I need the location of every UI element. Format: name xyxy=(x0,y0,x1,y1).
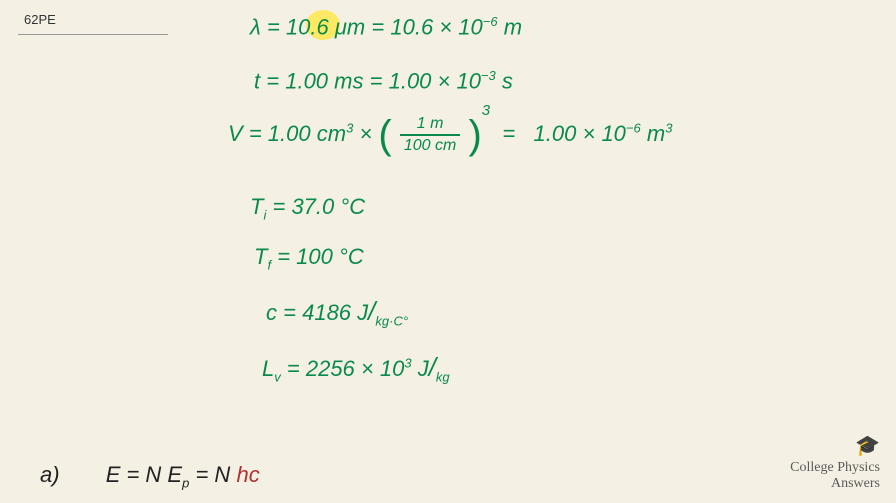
part-a-line: a) E = N Ep = N hc xyxy=(40,462,260,490)
equals: = xyxy=(287,356,306,381)
tf-sub: f xyxy=(267,257,271,272)
v-val2: 1.00 × 10 xyxy=(534,121,626,146)
c-lhs: c xyxy=(266,300,277,325)
eq-volume: V = 1.00 cm3 × ( 1 m 100 cm )3 = 1.00 × … xyxy=(228,116,672,154)
frac-num: 1 m xyxy=(400,116,460,136)
part-a-eq2: = N xyxy=(195,462,230,487)
lambda-val1: 10.6 xyxy=(286,14,329,39)
t-val1: 1.00 xyxy=(285,68,328,93)
lambda-lhs: λ xyxy=(250,14,261,39)
equals: = xyxy=(266,68,285,93)
lambda-exp2: −6 xyxy=(483,14,498,29)
t-val2: 1.00 × 10 xyxy=(389,68,481,93)
part-a-label: a) xyxy=(40,462,60,487)
v-unit1-exp: 3 xyxy=(346,120,353,135)
ti-lhs: T xyxy=(250,194,263,219)
equals: = xyxy=(277,244,296,269)
v-exp2: −6 xyxy=(626,120,641,135)
frac-den: 100 cm xyxy=(400,136,460,154)
lparen: ( xyxy=(378,119,391,151)
lv-unit-num: J xyxy=(418,356,429,381)
tf-unit: °C xyxy=(339,244,364,269)
ti-sub: i xyxy=(263,207,266,222)
rparen: ) xyxy=(468,119,481,151)
eq-c: c = 4186 J/kg·C° xyxy=(266,296,408,328)
eq-tf: Tf = 100 °C xyxy=(254,244,364,272)
lambda-val2: 10.6 × 10 xyxy=(390,14,482,39)
ti-val: 37.0 xyxy=(291,194,334,219)
eq-time: t = 1.00 ms = 1.00 × 10−3 s xyxy=(254,68,513,94)
tf-lhs: T xyxy=(254,244,267,269)
lv-val: 2256 × 10 xyxy=(306,356,404,381)
v-lhs: V xyxy=(228,121,243,146)
lv-sub: v xyxy=(274,369,281,384)
conversion-fraction: 1 m 100 cm xyxy=(400,116,460,154)
equals: = xyxy=(249,121,268,146)
c-unit-num: J xyxy=(357,300,368,325)
t-lhs: t xyxy=(254,68,260,93)
lv-lhs: L xyxy=(262,356,274,381)
part-a-sub: p xyxy=(182,475,189,490)
lv-exp: 3 xyxy=(404,356,411,371)
eq-lv: Lv = 2256 × 103 J/kg xyxy=(262,352,450,384)
t-unit1: ms xyxy=(334,68,363,93)
part-a-red: hc xyxy=(236,462,259,487)
v-unit2: m xyxy=(647,121,665,146)
lv-unit-den: kg xyxy=(436,369,450,384)
footer-line1: College Physics xyxy=(790,460,880,475)
equals: = xyxy=(370,68,389,93)
footer-logo: 🎓 College Physics Answers xyxy=(790,433,880,491)
equals: = xyxy=(496,121,527,146)
part-a-eq1: E = N E xyxy=(106,462,182,487)
equals: = xyxy=(371,14,390,39)
v-val1: 1.00 xyxy=(268,121,311,146)
eq-lambda: λ = 10.6 μm = 10.6 × 10−6 m xyxy=(250,14,522,40)
v-unit1: cm xyxy=(317,121,346,146)
lambda-unit2: m xyxy=(504,14,522,39)
horizontal-rule xyxy=(18,34,168,35)
equals: = xyxy=(283,300,302,325)
t-unit2: s xyxy=(502,68,513,93)
lambda-unit1: μm xyxy=(335,14,365,39)
eq-ti: Ti = 37.0 °C xyxy=(250,194,365,222)
equals: = xyxy=(267,14,286,39)
c-unit-den: kg·C° xyxy=(375,313,408,328)
tf-val: 100 xyxy=(296,244,333,269)
v-outer-exp: 3 xyxy=(482,102,490,119)
t-exp2: −3 xyxy=(481,68,496,83)
graduation-cap-icon: 🎓 xyxy=(790,433,880,458)
footer-line2: Answers xyxy=(790,476,880,491)
times: × xyxy=(359,121,378,146)
equals: = xyxy=(272,194,291,219)
problem-number: 62PE xyxy=(24,12,56,27)
ti-unit: °C xyxy=(340,194,365,219)
v-unit2-exp: 3 xyxy=(665,120,672,135)
c-val: 4186 xyxy=(302,300,351,325)
